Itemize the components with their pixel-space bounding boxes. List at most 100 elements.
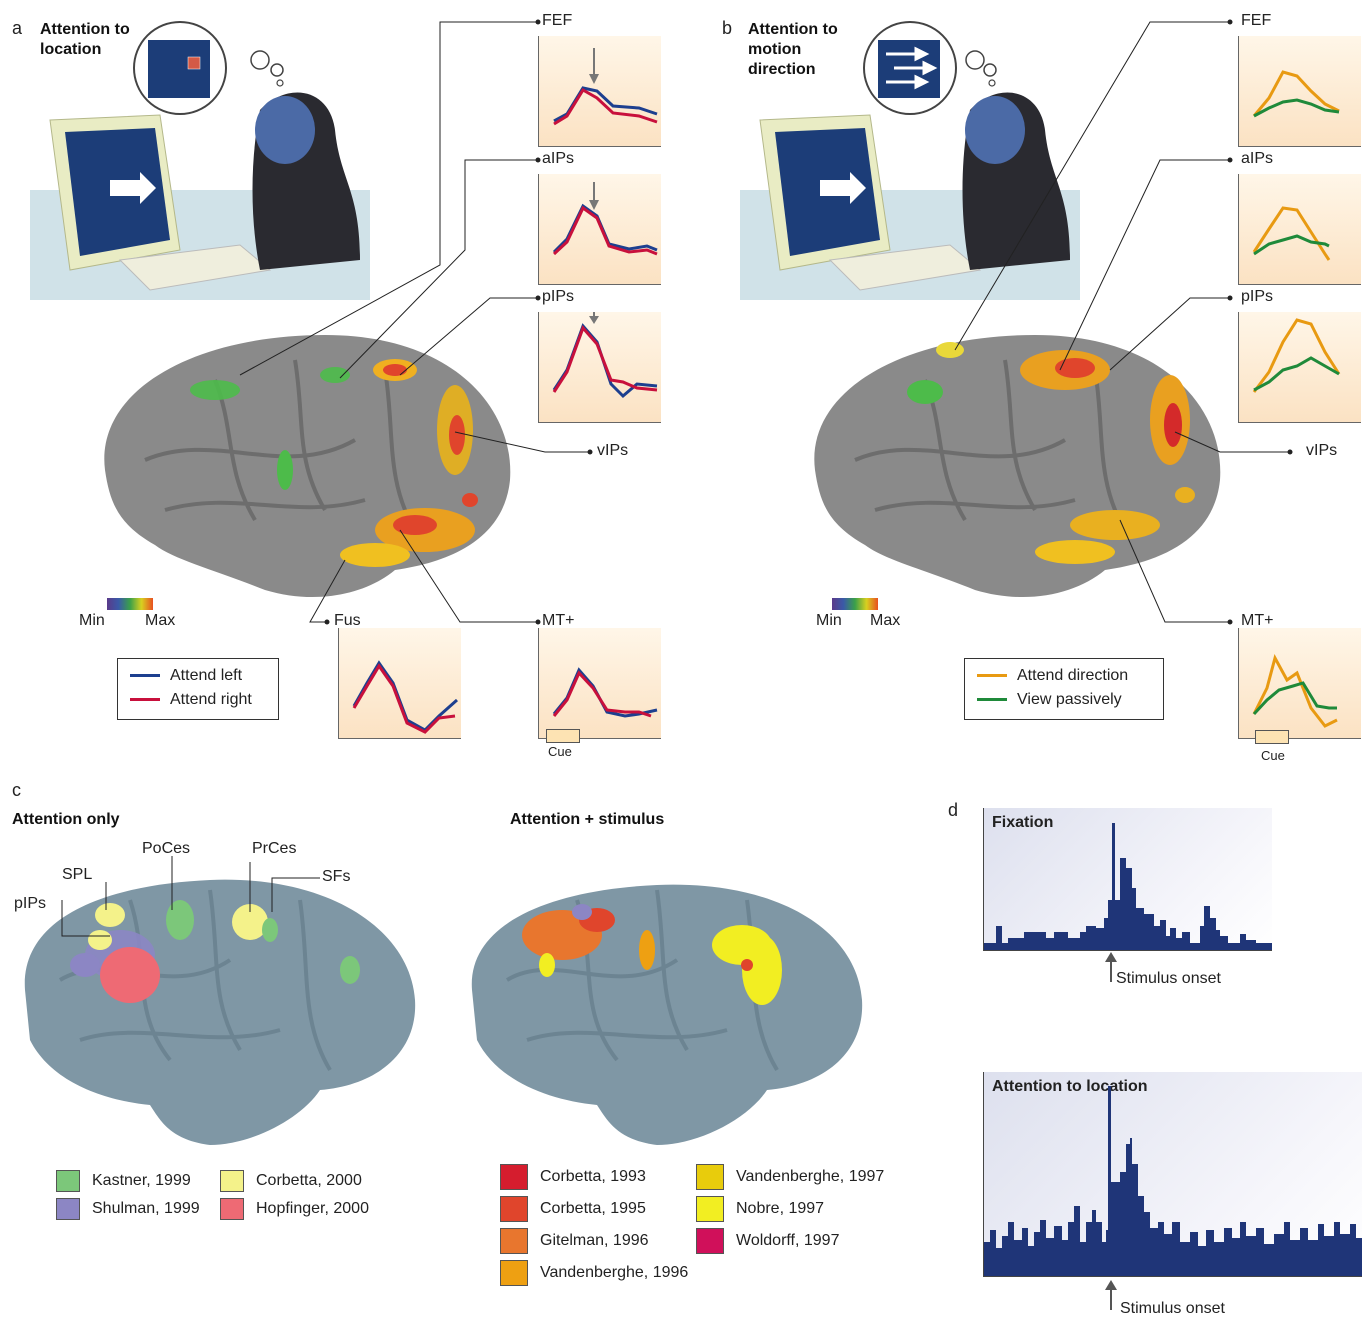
cue-marker-a [546,729,580,743]
stimulus-onset-label-fixation: Stimulus onset [1116,970,1221,987]
panel-d-letter: d [948,800,959,820]
arrow-down-icon [589,74,599,84]
legend-label: Attend right [170,691,252,708]
ref-corbetta-2000: Corbetta, 2000 [220,1170,362,1192]
ref-kastner-1999: Kastner, 1999 [56,1170,191,1192]
ref-vandenberghe-1996: Vandenberghe, 1996 [500,1260,688,1286]
region-label-poces: PoCes [142,840,191,857]
legend-label: Attend direction [1017,667,1129,684]
panel-c-left-title: Attention only [12,811,120,828]
brain-meta-analysis-left [24,879,416,1145]
region-label-vips-a: vIPs [597,442,629,459]
ref-label: Woldorff, 1997 [736,1232,840,1250]
scale-max-label-b: Max [870,612,901,629]
histogram-bars-attention [984,1086,1362,1276]
cue-marker-b [1255,730,1289,744]
arrow-up-icon-onset-1 [1105,952,1117,982]
legend-row-attend-direction: Attend direction [977,667,1128,685]
region-label-sfs: SFs [322,868,351,885]
cue-label-a: Cue [548,744,572,759]
color-scale-bar-a [107,598,153,610]
region-label-vips-b: vIPs [1306,442,1338,459]
timecourse-graph-aips-b [1238,174,1361,285]
ref-swatch [220,1198,244,1220]
stimulus-onset-label-attention: Stimulus onset [1120,1300,1225,1317]
histogram-title: Fixation [992,814,1054,831]
ref-nobre-1997: Nobre, 1997 [696,1196,824,1222]
timecourse-graph-fef-a [538,36,661,147]
timecourse-graph-mt-b [1238,628,1361,739]
panel-a-title: Attention to location [40,21,130,58]
ref-label: Corbetta, 1993 [540,1168,646,1186]
legend-row-attend-right: Attend right [130,691,252,709]
ref-label: Vandenberghe, 1997 [736,1168,885,1186]
region-label-fef-b: FEF [1241,12,1272,29]
ref-label: Corbetta, 1995 [540,1200,646,1218]
timecourse-graph-aips-a [538,174,661,285]
panel-c-letter: c [12,780,21,800]
arrow-down-icon [589,316,599,324]
region-label-pips-a: pIPs [542,288,575,305]
ref-swatch [56,1198,80,1220]
histogram-attention-to-location: Attention to location [983,1072,1362,1277]
histogram-fixation: Fixation [983,808,1272,951]
panel-a-letter: a [12,18,23,38]
timecourse-graph-pips-b [1238,312,1361,423]
panel-b-title: Attention to motion direction [748,21,838,78]
arrow-icon [820,172,866,204]
region-label-spl: SPL [62,866,93,883]
legend-a: Attend left Attend right [117,658,279,720]
panel-c-right-title: Attention + stimulus [510,811,665,828]
legend-row-attend-left: Attend left [130,667,242,685]
ref-hopfinger-2000: Hopfinger, 2000 [220,1198,369,1220]
panel-b-letter: b [722,18,733,38]
person-computer-illustration-b [740,21,1080,300]
ref-swatch [500,1228,528,1254]
ref-corbetta-1995: Corbetta, 1995 [500,1196,646,1222]
brain-lateral-view-a [104,335,511,598]
ref-label: Corbetta, 2000 [256,1172,362,1190]
scale-min-label-a: Min [79,612,105,629]
legend-label: Attend left [170,667,243,684]
histogram-bars-fixation [984,823,1272,950]
region-label-mt-b: MT+ [1241,612,1274,629]
ref-corbetta-1993: Corbetta, 1993 [500,1164,646,1190]
ref-swatch [220,1170,244,1192]
timecourse-graph-mt-a [538,628,661,739]
ref-swatch [500,1196,528,1222]
ref-label: Vandenberghe, 1996 [540,1264,689,1282]
cue-label-b: Cue [1261,748,1285,763]
brain-meta-analysis-right [471,884,863,1145]
region-label-mt-a: MT+ [542,612,575,629]
ref-swatch [500,1164,528,1190]
legend-row-view-passively: View passively [977,691,1122,709]
ref-swatch [500,1260,528,1286]
scale-max-label-a: Max [145,612,176,629]
ref-swatch [696,1228,724,1254]
timecourse-graph-fef-b [1238,36,1361,147]
region-label-prces: PrCes [252,840,297,857]
ref-label: Hopfinger, 2000 [256,1200,369,1218]
legend-label: View passively [1017,691,1122,708]
ref-label: Kastner, 1999 [92,1172,191,1190]
timecourse-graph-pips-a [538,312,661,423]
brain-lateral-view-b [814,335,1221,598]
arrow-up-icon-onset-2 [1105,1280,1117,1310]
ref-swatch [696,1164,724,1190]
ref-swatch [696,1196,724,1222]
legend-swatch [977,698,1007,702]
ref-swatch [56,1170,80,1192]
region-label-pips-b: pIPs [1241,288,1274,305]
legend-swatch [977,674,1007,678]
region-label-aips-b: aIPs [1241,150,1274,167]
color-scale-bar-b [832,598,878,610]
timecourse-graph-fus-a [338,628,461,739]
ref-woldorff-1997: Woldorff, 1997 [696,1228,839,1254]
leader-lines-b [954,19,1293,625]
region-label-aips-a: aIPs [542,150,575,167]
region-label-pips-c: pIPs [14,895,47,912]
leader-lines-c [61,856,320,937]
ref-label: Shulman, 1999 [92,1200,200,1218]
ref-label: Nobre, 1997 [736,1200,825,1218]
ref-label: Gitelman, 1996 [540,1232,649,1250]
